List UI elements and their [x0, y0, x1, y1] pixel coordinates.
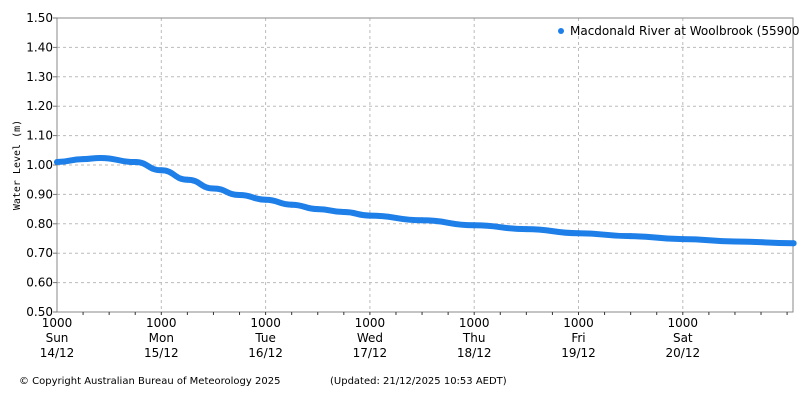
updated-timestamp: (Updated: 21/12/2025 10:53 AEDT)	[330, 376, 507, 387]
data-point	[262, 196, 269, 203]
y-tick-label: 0.50	[26, 305, 53, 319]
y-tick-label: 0.90	[26, 187, 53, 201]
data-point	[471, 222, 478, 229]
x-tick-label-date: 16/12	[248, 346, 283, 360]
data-point	[314, 206, 321, 213]
x-tick-label-day: Sat	[673, 331, 693, 345]
data-point	[132, 159, 139, 166]
grid	[56, 17, 794, 313]
x-tick-label-date: 20/12	[666, 346, 701, 360]
data-point	[679, 236, 686, 243]
data-point	[575, 230, 582, 237]
data-point	[627, 233, 634, 240]
y-tick-label: 1.10	[26, 129, 53, 143]
x-tick-label-day: Sun	[46, 331, 69, 345]
x-tick-label-time: 1000	[563, 316, 594, 330]
y-tick-label: 0.70	[26, 246, 53, 260]
x-tick-label-day: Tue	[254, 331, 276, 345]
data-point	[236, 191, 243, 198]
y-tick-label: 1.30	[26, 70, 53, 84]
legend-label: Macdonald River at Woolbrook (559000)	[570, 24, 800, 38]
x-tick-label-date: 17/12	[353, 346, 388, 360]
x-tick-label-day: Wed	[357, 331, 383, 345]
y-tick-label: 1.00	[26, 158, 53, 172]
x-tick-label-day: Thu	[462, 331, 486, 345]
y-tick-label: 0.60	[26, 276, 53, 290]
x-tick-label-time: 1000	[668, 316, 699, 330]
legend: Macdonald River at Woolbrook (559000)	[558, 24, 800, 38]
data-point	[210, 185, 217, 192]
data-point	[54, 159, 60, 166]
data-point	[288, 201, 295, 208]
x-tick-label-day: Mon	[149, 331, 174, 345]
x-tick-label-time: 1000	[42, 316, 73, 330]
x-tick-label-time: 1000	[459, 316, 490, 330]
x-tick-label-date: 18/12	[457, 346, 492, 360]
y-axis: 0.50 0.60 0.70 0.80 0.90 1.00 1.10 1.20 1.30 1.40…	[26, 11, 57, 319]
series-layer	[54, 154, 797, 247]
data-point	[731, 238, 738, 245]
x-tick-label-day: Fri	[571, 331, 585, 345]
y-tick-label: 1.20	[26, 99, 53, 113]
data-point	[184, 176, 191, 183]
data-point	[340, 209, 347, 216]
x-tick-label-time: 1000	[250, 316, 281, 330]
y-tick-label: 1.50	[26, 11, 53, 25]
data-point	[158, 167, 165, 174]
y-tick-label: 1.40	[26, 40, 53, 54]
data-point	[419, 217, 426, 224]
x-axis: 1000Sun14/121000Mon15/121000Tue16/121000…	[40, 312, 788, 360]
y-tick-label: 0.80	[26, 217, 53, 231]
data-point	[366, 212, 373, 219]
y-axis-label: Water Level (m)	[12, 120, 23, 210]
x-tick-label-time: 1000	[146, 316, 177, 330]
x-tick-label-date: 15/12	[144, 346, 179, 360]
x-tick-label-time: 1000	[355, 316, 386, 330]
data-point	[80, 156, 87, 163]
x-tick-label-date: 19/12	[561, 346, 596, 360]
data-point	[790, 240, 797, 247]
data-point	[523, 226, 530, 233]
data-point	[97, 154, 104, 161]
legend-marker	[558, 28, 564, 34]
x-tick-label-date: 14/12	[40, 346, 75, 360]
copyright: © Copyright Australian Bureau of Meteoro…	[19, 376, 280, 387]
